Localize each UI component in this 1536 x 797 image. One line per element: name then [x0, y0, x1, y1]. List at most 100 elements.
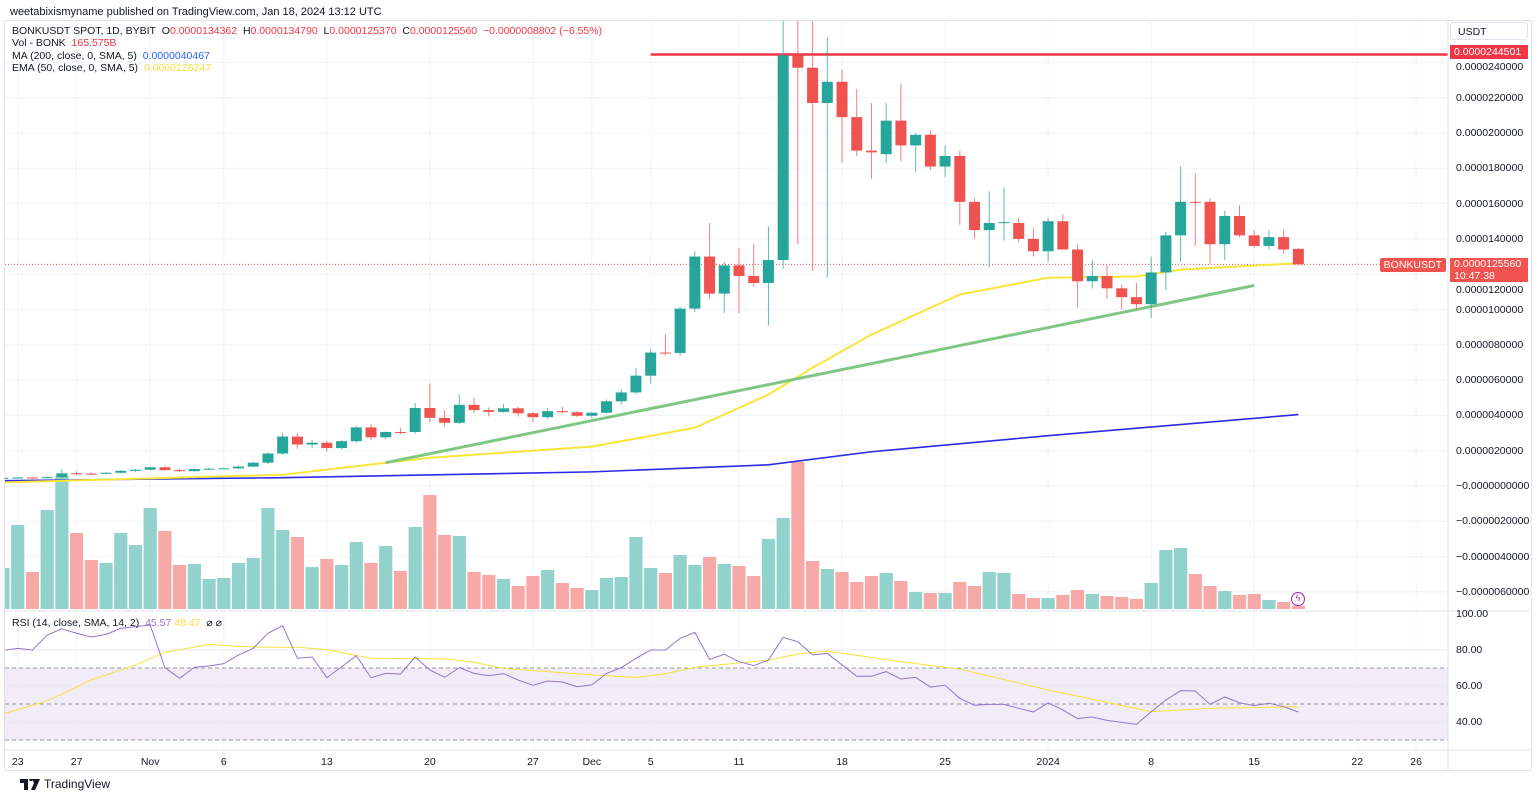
volume-bar — [864, 576, 879, 609]
volume-bar — [261, 508, 275, 609]
candle-body — [1189, 201, 1201, 203]
volume-bar — [334, 565, 349, 609]
candle-body — [836, 81, 848, 118]
volume-bar — [187, 564, 201, 609]
volume-bar — [953, 582, 967, 609]
candle-body — [247, 462, 259, 467]
candle-body — [1219, 215, 1231, 245]
candle-body — [144, 467, 156, 470]
volume-bar — [688, 565, 702, 609]
ma-legend[interactable]: MA (200, close, 0, SMA, 5) 0.0000040467 — [12, 50, 602, 62]
candle-body — [895, 120, 907, 146]
chart-frame — [4, 20, 1532, 771]
price-tick-label: −0.0000020000 — [1456, 515, 1530, 528]
last-price: 0.0000125560 — [1454, 258, 1522, 270]
volume-bar — [1159, 550, 1173, 609]
candle-body — [1042, 221, 1054, 252]
price-tick-label: 0.0000060000 — [1456, 374, 1524, 387]
candle-body — [865, 150, 877, 153]
candle-body — [424, 407, 436, 418]
time-tick-label: 22 — [1351, 756, 1364, 768]
volume-bar — [128, 545, 143, 609]
volume-bar — [408, 527, 422, 609]
candle-body — [336, 441, 348, 449]
time-tick-label: 27 — [70, 756, 83, 768]
price-tick-label: 0.0000160000 — [1456, 197, 1524, 210]
candle-body — [1278, 237, 1290, 250]
currency-selector[interactable]: USDT — [1450, 22, 1528, 40]
candle-body — [380, 431, 392, 438]
volume-bar — [761, 539, 776, 609]
volume-bar — [70, 533, 84, 609]
volume-bar — [452, 536, 466, 609]
volume-bar — [1026, 598, 1040, 609]
volume-legend[interactable]: Vol - BONK 165.575B — [12, 37, 602, 49]
candle-body — [291, 436, 303, 445]
time-tick-label: 13 — [320, 756, 333, 768]
volume-bar — [55, 476, 69, 609]
lightning-icon[interactable]: ϟ — [1291, 592, 1305, 606]
ema-legend[interactable]: EMA (50, close, 0, SMA, 5) 0.0000126247 — [12, 62, 602, 74]
resistance-price-label: 0.0000244501 — [1450, 45, 1528, 59]
volume-bar — [570, 588, 584, 609]
candle-body — [350, 427, 362, 442]
candle-body — [998, 222, 1010, 224]
volume-bar — [1129, 599, 1144, 609]
candle-body — [954, 155, 966, 202]
volume-bar — [305, 567, 319, 609]
volume-bar — [438, 535, 452, 609]
volume-bar — [879, 573, 893, 609]
volume-bar — [173, 565, 187, 609]
candle-body — [483, 410, 495, 412]
candle-body — [262, 453, 274, 463]
volume-bar — [1203, 586, 1217, 609]
time-tick-label: Dec — [582, 756, 602, 768]
candle-body — [1145, 272, 1157, 305]
volume-bar — [644, 568, 658, 609]
volume-bar — [791, 462, 805, 609]
volume-value: 165.575B — [71, 37, 117, 50]
symbol-legend[interactable]: BONKUSDT SPOT, 1D, BYBIT O0.0000134362 H… — [12, 25, 602, 37]
volume-bar — [1070, 590, 1085, 609]
candle-body — [71, 473, 83, 475]
candle-body — [1072, 249, 1084, 282]
volume-bar — [555, 583, 569, 609]
price-tick-label: 0.0000040000 — [1456, 409, 1524, 422]
candle-body — [748, 275, 760, 284]
candle-body — [233, 466, 245, 469]
candle-body — [718, 265, 730, 294]
candle-body — [571, 412, 583, 416]
time-tick-label: 23 — [11, 756, 24, 768]
candles — [5, 21, 1304, 479]
rsi-value: 45.57 — [145, 617, 172, 629]
hidden-values-icon: ⌀ ⌀ — [206, 617, 222, 629]
candle-body — [1027, 238, 1039, 252]
volume-bar — [1291, 605, 1305, 609]
candle-body — [439, 417, 451, 423]
candle-body — [704, 256, 716, 294]
candle-body — [56, 473, 68, 478]
volume-bar — [806, 561, 820, 609]
candle-body — [689, 256, 701, 309]
volume-bar — [114, 533, 128, 609]
volume-bar — [11, 525, 25, 609]
volume-bar — [1174, 548, 1188, 609]
time-tick-label: 5 — [647, 756, 654, 768]
bar-countdown: 10:47:38 — [1454, 270, 1495, 282]
candle-body — [188, 469, 200, 472]
price-tick-label: 0.0000020000 — [1456, 444, 1524, 457]
price-tick-label: −0.0000060000 — [1456, 585, 1530, 598]
rsi-legend[interactable]: RSI (14, close, SMA, 14, 2) 45.57 48.47 … — [12, 617, 222, 629]
candle-body — [409, 407, 421, 432]
candle-body — [556, 411, 568, 413]
change-value: −0.0000008802 (−6.55%) — [482, 25, 603, 37]
rsi-line — [5, 624, 1299, 725]
candle-body — [174, 470, 186, 472]
volume-bar — [1100, 596, 1114, 609]
volume-bar — [1041, 598, 1055, 609]
volume-bar — [909, 592, 923, 609]
volume-bar — [496, 579, 511, 609]
volume-bar — [40, 510, 54, 609]
time-tick-label: 15 — [1248, 756, 1261, 768]
